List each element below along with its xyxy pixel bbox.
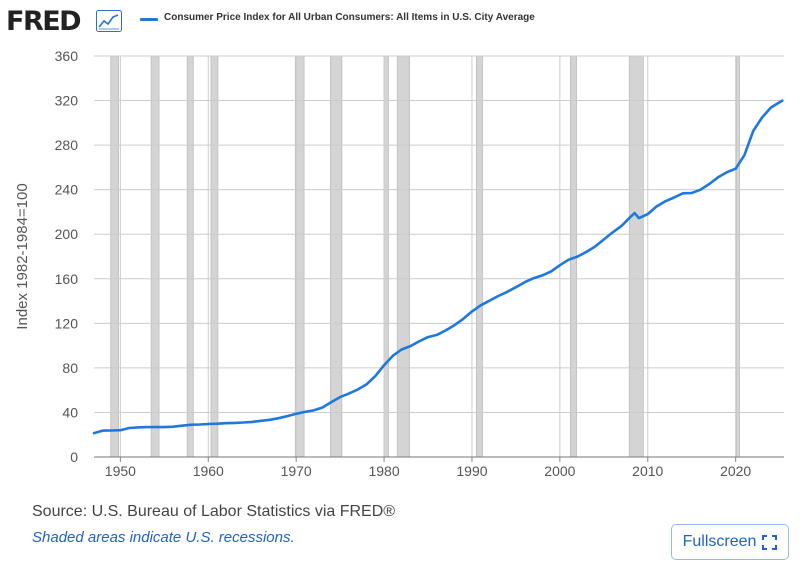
fullscreen-button[interactable]: Fullscreen <box>671 524 789 560</box>
recession-band-2 <box>186 55 194 458</box>
line-chart-icon <box>96 10 122 32</box>
fred-logo[interactable]: FRED <box>6 6 82 37</box>
y-tick-label-40: 40 <box>62 404 78 420</box>
y-tick-label-200: 200 <box>55 226 79 242</box>
x-tick-label-1970: 1970 <box>281 463 312 479</box>
x-tick-label-2000: 2000 <box>544 463 575 479</box>
y-axis-title: Index 1982-1984=100 <box>14 183 31 329</box>
y-tick-label-320: 320 <box>55 93 79 109</box>
recession-band-8 <box>475 55 483 458</box>
recession-band-3 <box>210 55 219 458</box>
legend-label: Consumer Price Index for All Urban Consu… <box>164 12 535 23</box>
y-tick-label-240: 240 <box>55 182 79 198</box>
recession-band-6 <box>383 55 389 458</box>
recession-band-0 <box>110 55 120 458</box>
x-tick-label-1990: 1990 <box>456 463 487 479</box>
fullscreen-label: Fullscreen <box>682 533 757 550</box>
chart-header: FRED Consumer Price Index for All Urban … <box>0 0 800 40</box>
x-tick-label-2010: 2010 <box>632 463 663 479</box>
x-tick-label-1980: 1980 <box>368 463 399 479</box>
x-tick-label-2020: 2020 <box>720 463 751 479</box>
source-text: Source: U.S. Bureau of Labor Statistics … <box>32 503 395 521</box>
recession-note: Shaded areas indicate U.S. recessions. <box>32 529 295 546</box>
y-tick-label-360: 360 <box>55 48 79 64</box>
y-tick-label-80: 80 <box>62 360 78 376</box>
recession-band-10 <box>628 55 644 458</box>
cpi-line-chart: 0 40 80 120 160 200 240 280 320 360 1950 1960 1970 19… <box>14 48 784 479</box>
recession-band-1 <box>150 55 160 458</box>
x-tick-label-1950: 1950 <box>105 463 136 479</box>
source-prefix: Source: <box>32 503 92 520</box>
legend-line-swatch <box>140 18 158 21</box>
source-name: U.S. Bureau of Labor Statistics via FRED… <box>91 503 396 520</box>
x-tick-label-1960: 1960 <box>193 463 224 479</box>
recession-band-11 <box>736 55 740 458</box>
y-tick-label-280: 280 <box>55 137 79 153</box>
series-line-0 <box>92 99 784 435</box>
y-tick-label-160: 160 <box>55 271 79 287</box>
y-tick-label-0: 0 <box>70 449 78 465</box>
y-tick-label-120: 120 <box>55 315 79 331</box>
recession-band-7 <box>396 55 410 458</box>
expand-icon <box>762 534 778 550</box>
